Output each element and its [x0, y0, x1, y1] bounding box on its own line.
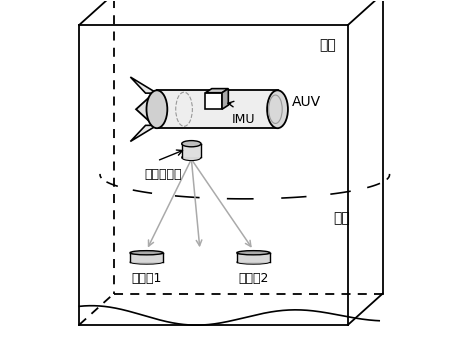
Ellipse shape	[130, 251, 163, 255]
Ellipse shape	[267, 90, 288, 128]
Ellipse shape	[182, 154, 201, 161]
Bar	[130, 253, 163, 262]
Ellipse shape	[182, 140, 201, 147]
Polygon shape	[222, 89, 228, 109]
Polygon shape	[206, 93, 222, 109]
Ellipse shape	[146, 90, 167, 128]
Polygon shape	[130, 77, 157, 93]
Bar	[182, 144, 201, 157]
Ellipse shape	[130, 260, 163, 264]
Bar	[157, 90, 278, 128]
Bar	[237, 253, 270, 262]
Text: AUV: AUV	[292, 95, 321, 109]
Polygon shape	[206, 89, 228, 93]
Text: 水听器基阵: 水听器基阵	[145, 168, 182, 181]
Ellipse shape	[237, 260, 270, 264]
Text: 应答器1: 应答器1	[131, 272, 162, 285]
Text: 海面: 海面	[319, 38, 336, 53]
Ellipse shape	[237, 251, 270, 255]
Polygon shape	[130, 125, 157, 142]
Text: 应答器2: 应答器2	[238, 272, 268, 285]
Polygon shape	[136, 90, 157, 128]
Text: 海底: 海底	[333, 211, 350, 225]
Text: IMU: IMU	[232, 113, 255, 126]
